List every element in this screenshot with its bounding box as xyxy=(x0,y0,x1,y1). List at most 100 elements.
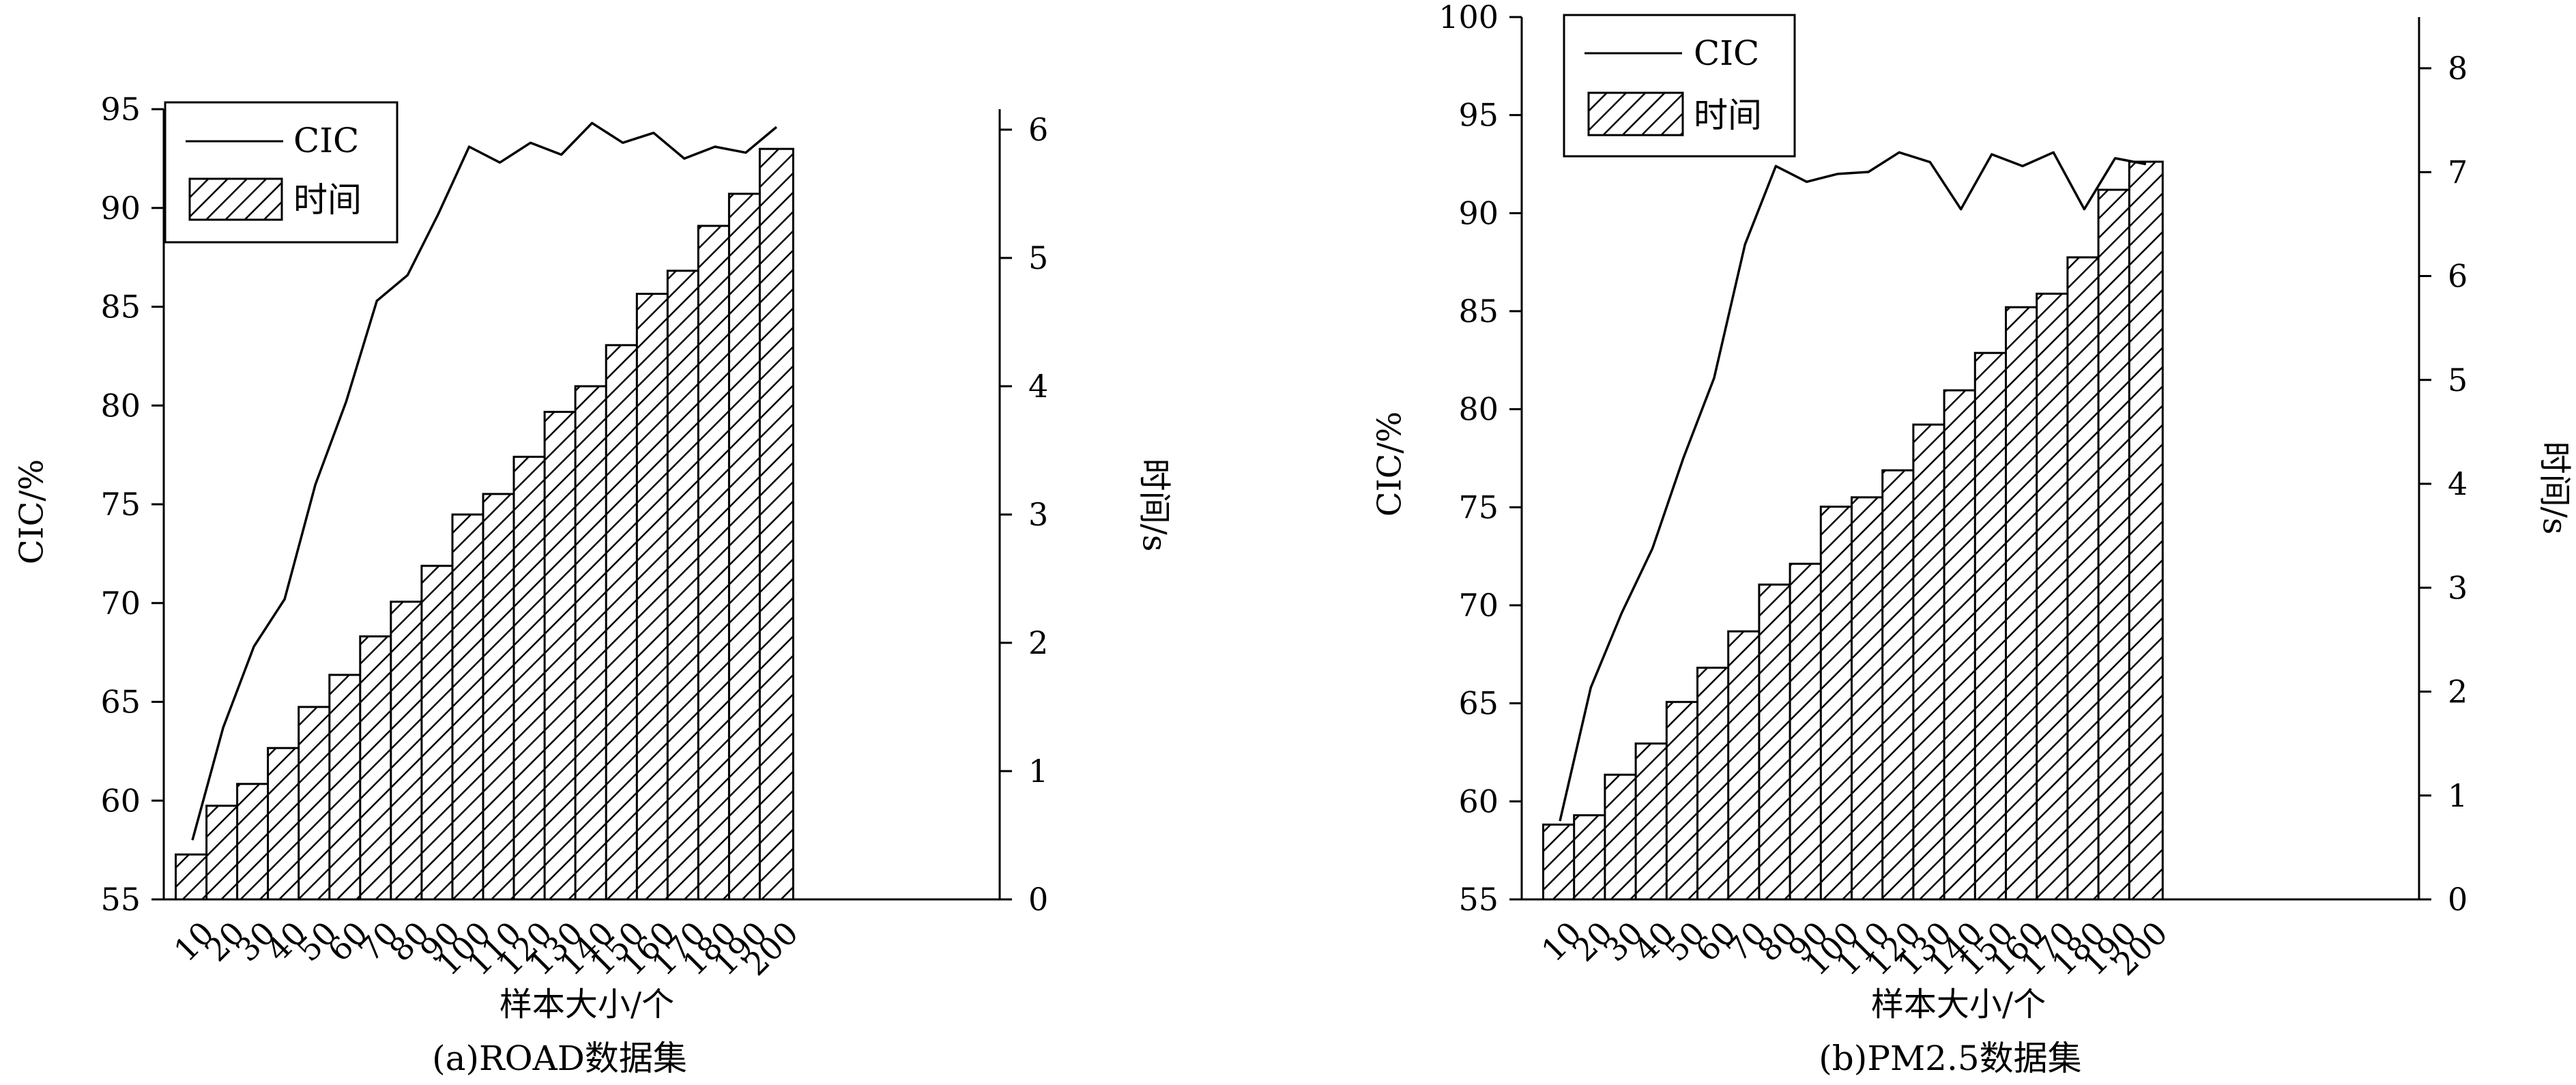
line-road xyxy=(191,121,778,841)
bars-pm25 xyxy=(1542,160,2164,901)
bar-90 xyxy=(1789,562,1825,901)
legend: CIC 时间 xyxy=(1563,14,1796,158)
chart-panel-road: 5560657075808590950123456102030405060708… xyxy=(13,91,1174,1078)
legend-bar-swatch xyxy=(188,177,283,221)
bar-120 xyxy=(512,455,549,901)
cic-line xyxy=(191,121,778,841)
right-tick-label: 1 xyxy=(1028,753,1048,790)
bar-140 xyxy=(574,385,610,901)
bar-80 xyxy=(390,601,426,901)
left-tick-label: 90 xyxy=(100,190,141,227)
bar-160 xyxy=(635,293,671,901)
right-tick-label: 8 xyxy=(2448,50,2468,87)
right-tick-label: 0 xyxy=(2448,881,2468,918)
bar-190 xyxy=(2097,188,2133,901)
bar-50 xyxy=(298,706,334,901)
bar-20 xyxy=(1573,814,1609,901)
right-tick-label: 2 xyxy=(2448,674,2468,710)
bar-40 xyxy=(1634,742,1670,901)
left-tick-label: 70 xyxy=(1458,587,1499,624)
bar-180 xyxy=(2066,256,2102,901)
chart-caption: (b)PM2.5数据集 xyxy=(1819,1039,2081,1078)
bar-180 xyxy=(697,225,733,901)
right-tick-label: 4 xyxy=(2448,465,2468,502)
right-tick-label: 3 xyxy=(1028,496,1048,533)
bar-170 xyxy=(666,270,702,901)
y-left-title: CIC/% xyxy=(13,459,51,564)
bar-70 xyxy=(1727,630,1763,901)
bar-200 xyxy=(2128,160,2164,901)
bar-160 xyxy=(2005,306,2040,901)
right-tick-label: 4 xyxy=(1028,368,1048,405)
bar-80 xyxy=(1758,583,1794,901)
left-tick-label: 85 xyxy=(1458,293,1499,330)
right-tick-label: 2 xyxy=(1028,624,1048,661)
bar-100 xyxy=(1819,506,1855,901)
left-tick-label: 75 xyxy=(100,486,141,523)
bar-110 xyxy=(482,493,518,901)
bar-10 xyxy=(175,853,210,901)
bar-110 xyxy=(1851,496,1886,901)
left-tick-label: 65 xyxy=(100,684,141,721)
bar-10 xyxy=(1542,823,1578,901)
right-tick-label: 0 xyxy=(1028,881,1048,918)
right-tick-label: 3 xyxy=(2448,569,2468,606)
legend-box xyxy=(164,101,399,244)
bar-40 xyxy=(267,747,303,901)
bar-30 xyxy=(236,783,272,901)
chart-panel-pm25: 5560657075808590951000123456781020304050… xyxy=(1371,0,2574,1078)
bar-30 xyxy=(1604,773,1640,901)
left-tick-label: 65 xyxy=(1458,685,1499,722)
bar-60 xyxy=(1696,667,1732,901)
legend: CIC 时间 xyxy=(164,101,399,244)
y-right-title: 时间/s xyxy=(1135,459,1174,552)
x-axis-title: 样本大小/个 xyxy=(1871,985,2046,1024)
legend-label-cic: CIC xyxy=(293,121,359,160)
x-axis-title: 样本大小/个 xyxy=(500,985,674,1024)
left-tick-label: 75 xyxy=(1458,489,1499,525)
right-tick-label: 7 xyxy=(2448,154,2468,190)
y-right-title: 时间/s xyxy=(2536,442,2574,535)
right-tick-label: 5 xyxy=(1028,240,1048,276)
bar-140 xyxy=(1943,389,1979,901)
y-left-title: CIC/% xyxy=(1371,411,1409,517)
legend-bar-swatch xyxy=(1587,91,1684,136)
bar-150 xyxy=(605,344,641,901)
legend-label-cic: CIC xyxy=(1694,33,1759,73)
left-tick-label: 55 xyxy=(1458,881,1499,918)
cic-line xyxy=(1559,151,2147,822)
left-tick-label: 95 xyxy=(100,91,141,128)
bar-200 xyxy=(758,147,794,901)
bar-150 xyxy=(1973,351,2010,901)
legend-label-time: 时间 xyxy=(1694,96,1762,135)
bar-70 xyxy=(359,635,395,901)
bar-50 xyxy=(1665,701,1701,901)
right-tick-label: 6 xyxy=(1028,111,1048,148)
bar-170 xyxy=(2036,292,2072,901)
bar-20 xyxy=(205,805,242,901)
bar-60 xyxy=(328,674,364,901)
chart-caption: (a)ROAD数据集 xyxy=(432,1039,687,1078)
left-tick-label: 80 xyxy=(100,387,141,424)
bar-130 xyxy=(1912,423,1948,901)
line-pm25 xyxy=(1559,151,2147,822)
left-tick-label: 100 xyxy=(1438,0,1499,35)
left-tick-label: 90 xyxy=(1458,194,1499,231)
left-tick-label: 95 xyxy=(1458,97,1499,134)
bar-120 xyxy=(1881,469,1917,901)
bar-190 xyxy=(727,192,764,901)
left-tick-label: 85 xyxy=(100,289,141,326)
bars-road xyxy=(175,147,794,901)
bar-130 xyxy=(543,411,579,901)
bar-100 xyxy=(451,513,487,901)
right-tick-label: 6 xyxy=(2448,258,2468,295)
bar-90 xyxy=(420,564,457,901)
right-tick-label: 5 xyxy=(2448,362,2468,399)
left-tick-label: 55 xyxy=(100,881,141,918)
legend-label-time: 时间 xyxy=(293,180,362,220)
right-tick-label: 1 xyxy=(2448,777,2468,814)
left-tick-label: 80 xyxy=(1458,391,1499,428)
left-tick-label: 60 xyxy=(1458,783,1499,820)
left-tick-label: 70 xyxy=(100,585,141,622)
